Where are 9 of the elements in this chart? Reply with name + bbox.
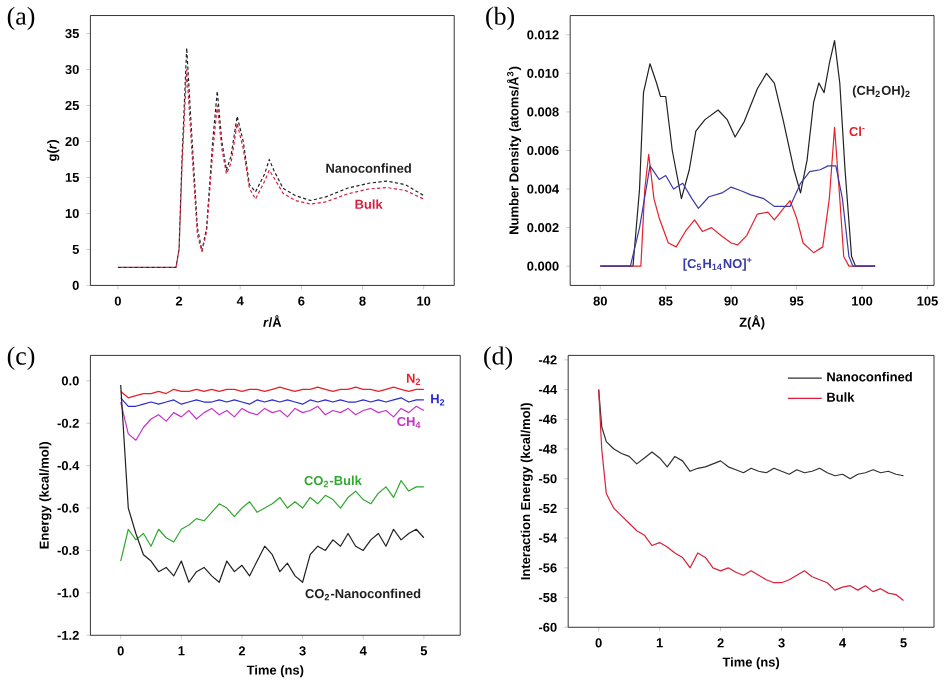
line-series — [120, 384, 425, 584]
chart-title: (b) — [486, 7, 515, 31]
chart-title: (d) — [484, 346, 513, 371]
chart-title: (a) — [7, 7, 35, 31]
line-series — [120, 401, 425, 442]
line-series — [598, 389, 905, 480]
line-series — [599, 165, 876, 268]
chart-title: (c) — [7, 346, 35, 371]
line-series — [598, 389, 905, 602]
